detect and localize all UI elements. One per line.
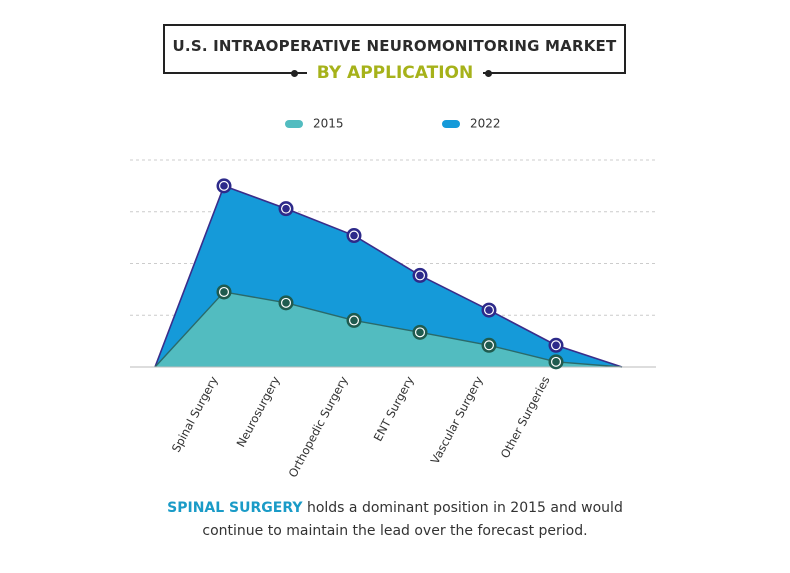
caption-highlight: SPINAL SURGERY <box>167 500 303 516</box>
legend-label-2015: 2015 <box>313 116 344 131</box>
x-tick-label: ENT Surgery <box>371 374 417 444</box>
caption-line1: holds a dominant position in 2015 and wo… <box>302 500 623 516</box>
x-tick-label: Vascular Surgery <box>428 374 486 467</box>
x-tick-label: Spinal Surgery <box>169 374 221 455</box>
legend-item-2022: 2022 <box>442 116 501 132</box>
caption-line2: continue to maintain the lead over the f… <box>202 523 588 539</box>
x-tick-label: Neurosurgery <box>234 374 283 450</box>
x-tick-label: Other Surgeries <box>498 374 553 461</box>
series-2022-point <box>552 341 560 350</box>
series-2015-point <box>350 316 358 325</box>
series-2015-point <box>282 299 290 307</box>
series-2015-point <box>552 358 560 366</box>
series-2022-point <box>282 204 290 213</box>
subtitle-left-dot <box>291 70 298 77</box>
chart-title: U.S. INTRAOPERATIVE NEUROMONITORING MARK… <box>172 37 617 55</box>
series-2022-line <box>154 184 623 368</box>
x-tick-label: Orthopedic Surgery <box>285 374 350 480</box>
series-2015-point <box>416 328 424 337</box>
legend-swatch-2022 <box>442 119 460 128</box>
series-2022-point <box>485 306 493 314</box>
series-2022-point <box>220 182 228 190</box>
chart-subtitle: BY APPLICATION <box>306 63 484 83</box>
legend-item-2015: 2015 <box>285 116 344 132</box>
series-2022-point <box>350 231 358 240</box>
chart-subtitle-wrap: BY APPLICATION <box>0 60 790 90</box>
subtitle-right-dot <box>485 70 492 77</box>
chart-caption: SPINAL SURGERY holds a dominant position… <box>0 497 790 543</box>
series-2015-point <box>485 341 493 350</box>
series-2022-point <box>416 271 424 280</box>
legend-label-2022: 2022 <box>470 116 501 131</box>
series-2015-area <box>155 291 622 367</box>
series-2015-point <box>220 288 228 296</box>
series-2015-line <box>154 291 623 368</box>
legend-swatch-2015 <box>285 119 303 128</box>
